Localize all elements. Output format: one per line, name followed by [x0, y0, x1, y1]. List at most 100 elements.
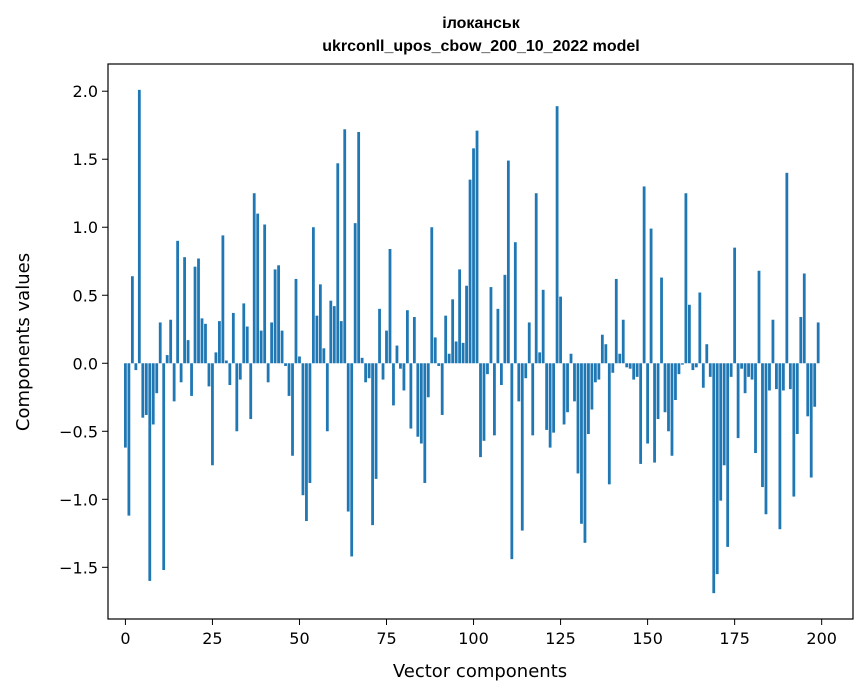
bar-26: [214, 352, 218, 364]
bar-70: [367, 363, 371, 379]
bar-126: [562, 363, 566, 425]
bar-109: [503, 274, 507, 364]
x-tick-label: 50: [289, 629, 309, 648]
bar-46: [284, 363, 287, 366]
bar-181: [754, 363, 757, 454]
bar-23: [204, 323, 207, 364]
y-tick-label: 2.0: [73, 82, 98, 101]
bar-130: [576, 363, 580, 474]
bar-83: [412, 317, 416, 364]
bar-53: [308, 363, 312, 483]
bar-102: [479, 363, 482, 458]
bar-45: [280, 330, 284, 364]
bar-155: [663, 363, 667, 413]
bar-11: [162, 363, 166, 571]
bar-131: [580, 363, 583, 524]
bar-7: [148, 363, 152, 581]
bar-76: [388, 249, 392, 364]
bar-93: [447, 353, 451, 364]
bar-119: [538, 352, 542, 364]
bar-133: [587, 363, 590, 434]
bar-84: [416, 363, 420, 437]
bar-192: [792, 363, 796, 497]
bar-55: [315, 315, 319, 364]
bar-68: [360, 357, 364, 364]
x-tick-label: 100: [458, 629, 489, 648]
bar-92: [444, 315, 448, 364]
bar-185: [768, 363, 771, 391]
bar-174: [729, 363, 733, 377]
bar-112: [513, 242, 517, 364]
bar-173: [726, 363, 730, 547]
bar-152: [653, 363, 656, 463]
bar-41: [266, 363, 270, 383]
bar-194: [799, 317, 803, 364]
bar-160: [681, 363, 684, 365]
bar-164: [694, 363, 698, 368]
x-tick-label: 125: [545, 629, 576, 648]
bar-67: [357, 132, 361, 364]
bar-111: [510, 363, 514, 560]
bar-184: [764, 363, 768, 515]
y-tick-label: 1.0: [73, 218, 98, 237]
bar-5: [141, 363, 145, 418]
y-axis-label: Components values: [13, 253, 34, 431]
bar-80: [402, 363, 406, 391]
bar-124: [555, 106, 559, 364]
y-axis-ticks: 2.0 1.5 1.0 0.5 0.0 −0.5 −1.0 −1.5: [59, 82, 108, 577]
bar-149: [642, 186, 646, 364]
bar-88: [430, 227, 434, 364]
bar-123: [552, 363, 555, 433]
y-tick-label: 0.5: [73, 286, 98, 305]
bar-62: [339, 321, 343, 364]
bar-60: [332, 306, 336, 364]
bar-74: [381, 363, 385, 380]
bar-142: [618, 353, 622, 364]
bar-183: [761, 363, 764, 488]
bar-138: [604, 344, 608, 364]
bar-193: [795, 363, 799, 434]
bar-61: [336, 163, 340, 364]
bar-31: [231, 312, 235, 364]
bar-191: [788, 363, 792, 390]
bar-167: [705, 344, 709, 364]
bar-18: [186, 340, 190, 364]
bar-38: [256, 213, 260, 364]
bar-13: [169, 319, 173, 364]
y-tick-label: −0.5: [59, 422, 98, 441]
bar-28: [221, 235, 225, 364]
bar-19: [190, 363, 193, 396]
bar-151: [649, 228, 653, 364]
bar-188: [778, 363, 782, 530]
bar-137: [600, 334, 604, 364]
bar-59: [329, 300, 333, 364]
bar-141: [614, 278, 618, 364]
x-axis-ticks: 0 25 50 75 100 125 150 175 200: [120, 619, 837, 648]
bar-136: [597, 363, 601, 380]
bar-66: [353, 223, 357, 364]
chart-title-line2: ukrconll_upos_cbow_200_10_2022 model: [322, 38, 639, 55]
bar-100: [472, 148, 475, 364]
bar-121: [545, 363, 549, 430]
bar-161: [684, 193, 688, 364]
bar-187: [775, 363, 778, 390]
bar-117: [531, 363, 535, 436]
bar-157: [670, 363, 674, 456]
bar-20: [193, 266, 197, 364]
bar-47: [287, 363, 291, 396]
bar-52: [305, 363, 308, 522]
bar-78: [395, 345, 399, 364]
bar-40: [263, 224, 267, 364]
plot-frame: [107, 63, 854, 620]
bar-170: [715, 363, 719, 575]
x-tick-label: 200: [806, 629, 837, 648]
chart-title-line1: ілоканськ: [442, 15, 520, 32]
y-tick-label: −1.5: [59, 558, 98, 577]
bar-36: [249, 363, 253, 420]
y-tick-label: 0.0: [73, 354, 98, 373]
bar-107: [496, 308, 500, 364]
bar-82: [409, 363, 413, 429]
bar-190: [785, 172, 789, 364]
bar-54: [312, 227, 315, 364]
